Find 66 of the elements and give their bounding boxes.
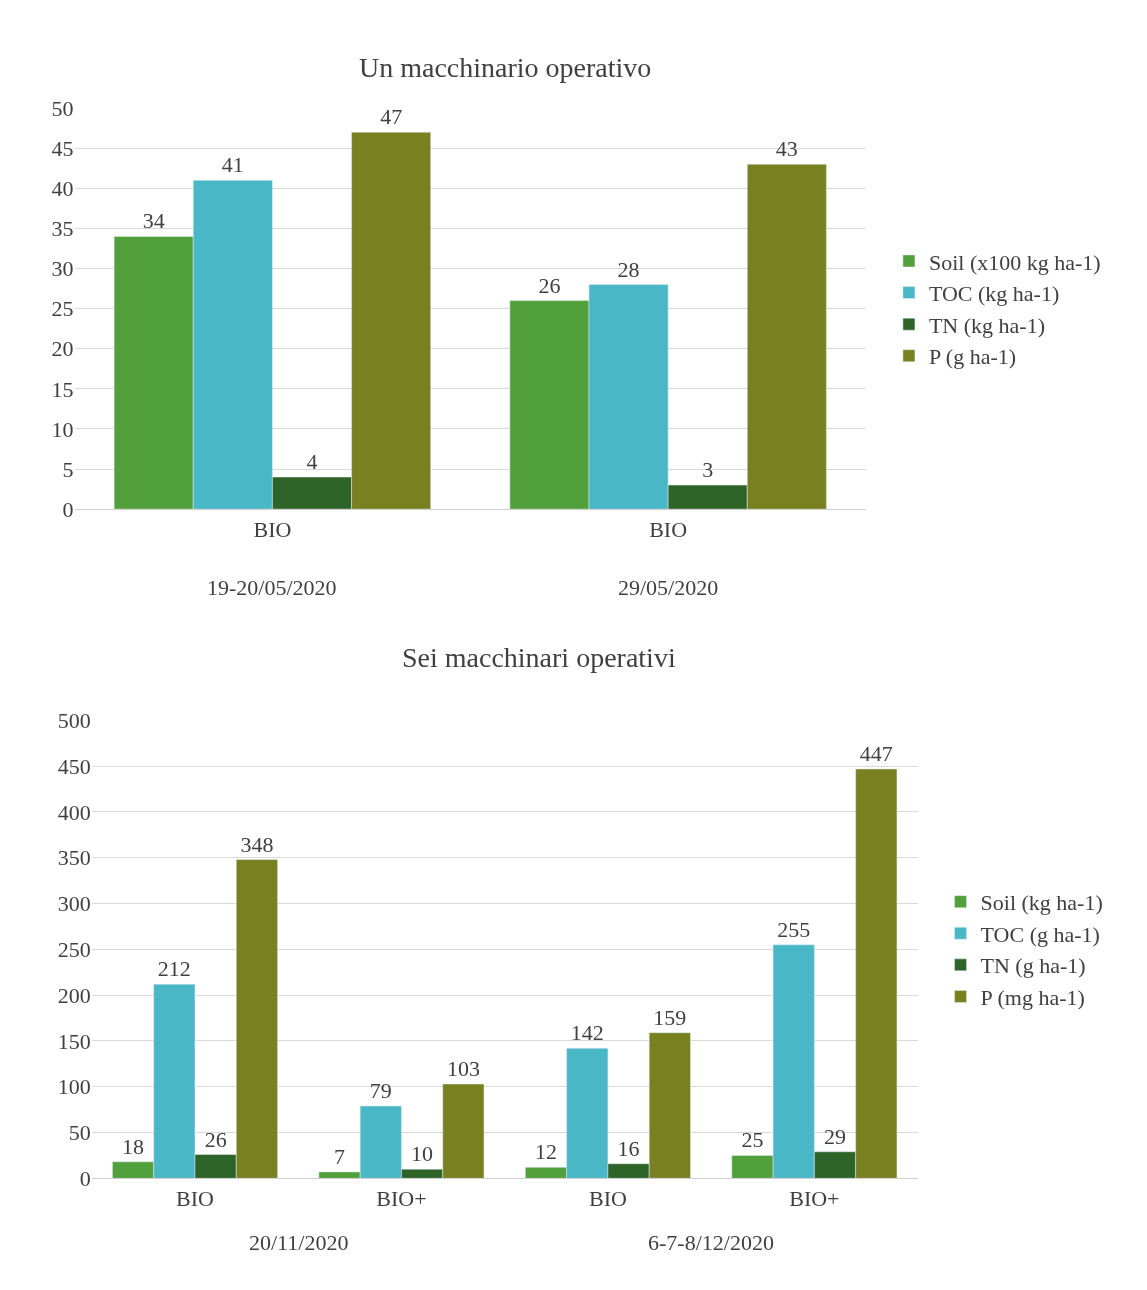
text: 19-20/05/2020 — [207, 575, 337, 600]
data-label: 7 — [334, 1143, 346, 1169]
chart-title: Un macchinario operativo — [359, 52, 652, 83]
y-tick-label: 25 — [51, 296, 74, 322]
legend-label: P (mg ha-1) — [980, 985, 1085, 1011]
data-label: 47 — [380, 104, 403, 130]
y-tick-label: 100 — [57, 1074, 91, 1100]
legend-label: TN (g ha-1) — [980, 953, 1086, 979]
legend-label: P (g ha-1) — [928, 344, 1017, 370]
y-tick-label: 45 — [51, 135, 74, 161]
text: 20/11/2020 — [249, 1230, 349, 1255]
legend-label: Soil (x100 kg ha-1) — [928, 249, 1101, 275]
legend-label: TOC (g ha-1) — [980, 921, 1100, 947]
x-tick-label: BIO — [253, 516, 292, 542]
data-label: 159 — [653, 1004, 687, 1030]
y-tick-label: 30 — [51, 256, 74, 282]
data-label: 142 — [570, 1020, 604, 1046]
data-label: 12 — [534, 1139, 557, 1165]
y-tick-label: 350 — [57, 845, 91, 871]
data-label: 41 — [221, 152, 244, 178]
y-tick-label: 50 — [51, 95, 74, 121]
data-label: 103 — [446, 1056, 480, 1081]
text: 29/05/2020 — [618, 575, 719, 600]
y-tick-label: 200 — [57, 982, 91, 1008]
legend-label: Soil (kg ha-1) — [980, 890, 1103, 916]
y-tick-label: 300 — [57, 891, 91, 917]
data-label: 29 — [824, 1123, 847, 1149]
y-tick-label: 20 — [51, 336, 74, 362]
data-label: 28 — [617, 256, 640, 282]
legend-label: TOC (kg ha-1) — [928, 281, 1060, 307]
y-tick-label: 500 — [57, 708, 91, 734]
data-label: 25 — [741, 1127, 764, 1153]
y-tick-label: 50 — [68, 1120, 91, 1146]
y-tick-label: 400 — [57, 799, 91, 825]
y-tick-label: 5 — [62, 456, 74, 482]
y-tick-label: 150 — [57, 1028, 91, 1054]
data-label: 255 — [777, 916, 811, 942]
text: 6-7-8/12/2020 — [648, 1230, 774, 1255]
x-tick-label: BIO+ — [789, 1185, 840, 1211]
x-tick-label: BIO — [588, 1185, 627, 1211]
x-tick-label: BIO — [649, 516, 688, 542]
data-label: 348 — [240, 831, 274, 857]
data-label: 18 — [122, 1133, 145, 1159]
y-tick-label: 450 — [57, 753, 91, 779]
y-tick-label: 10 — [51, 416, 74, 442]
data-label: 79 — [369, 1077, 392, 1103]
y-tick-label: 15 — [51, 376, 74, 402]
data-label: 3 — [702, 457, 714, 483]
y-tick-label: 250 — [57, 937, 91, 963]
y-tick-label: 0 — [62, 496, 74, 522]
y-tick-label: 0 — [79, 1166, 91, 1192]
legend-label: TN (kg ha-1) — [928, 312, 1045, 338]
data-label: 212 — [157, 956, 191, 982]
x-tick-label: BIO+ — [376, 1185, 427, 1211]
chart-title: Sei macchinari operativi — [402, 642, 676, 673]
data-label: 34 — [142, 208, 165, 234]
data-label: 10 — [411, 1141, 434, 1167]
data-label: 26 — [204, 1126, 227, 1152]
data-label: 447 — [859, 740, 893, 766]
data-label: 26 — [538, 272, 561, 298]
x-tick-label: BIO — [176, 1185, 214, 1211]
y-tick-label: 40 — [51, 176, 74, 202]
data-label: 16 — [617, 1135, 640, 1161]
data-label: 43 — [775, 136, 798, 162]
data-label: 4 — [306, 449, 318, 475]
y-tick-label: 35 — [51, 216, 74, 242]
